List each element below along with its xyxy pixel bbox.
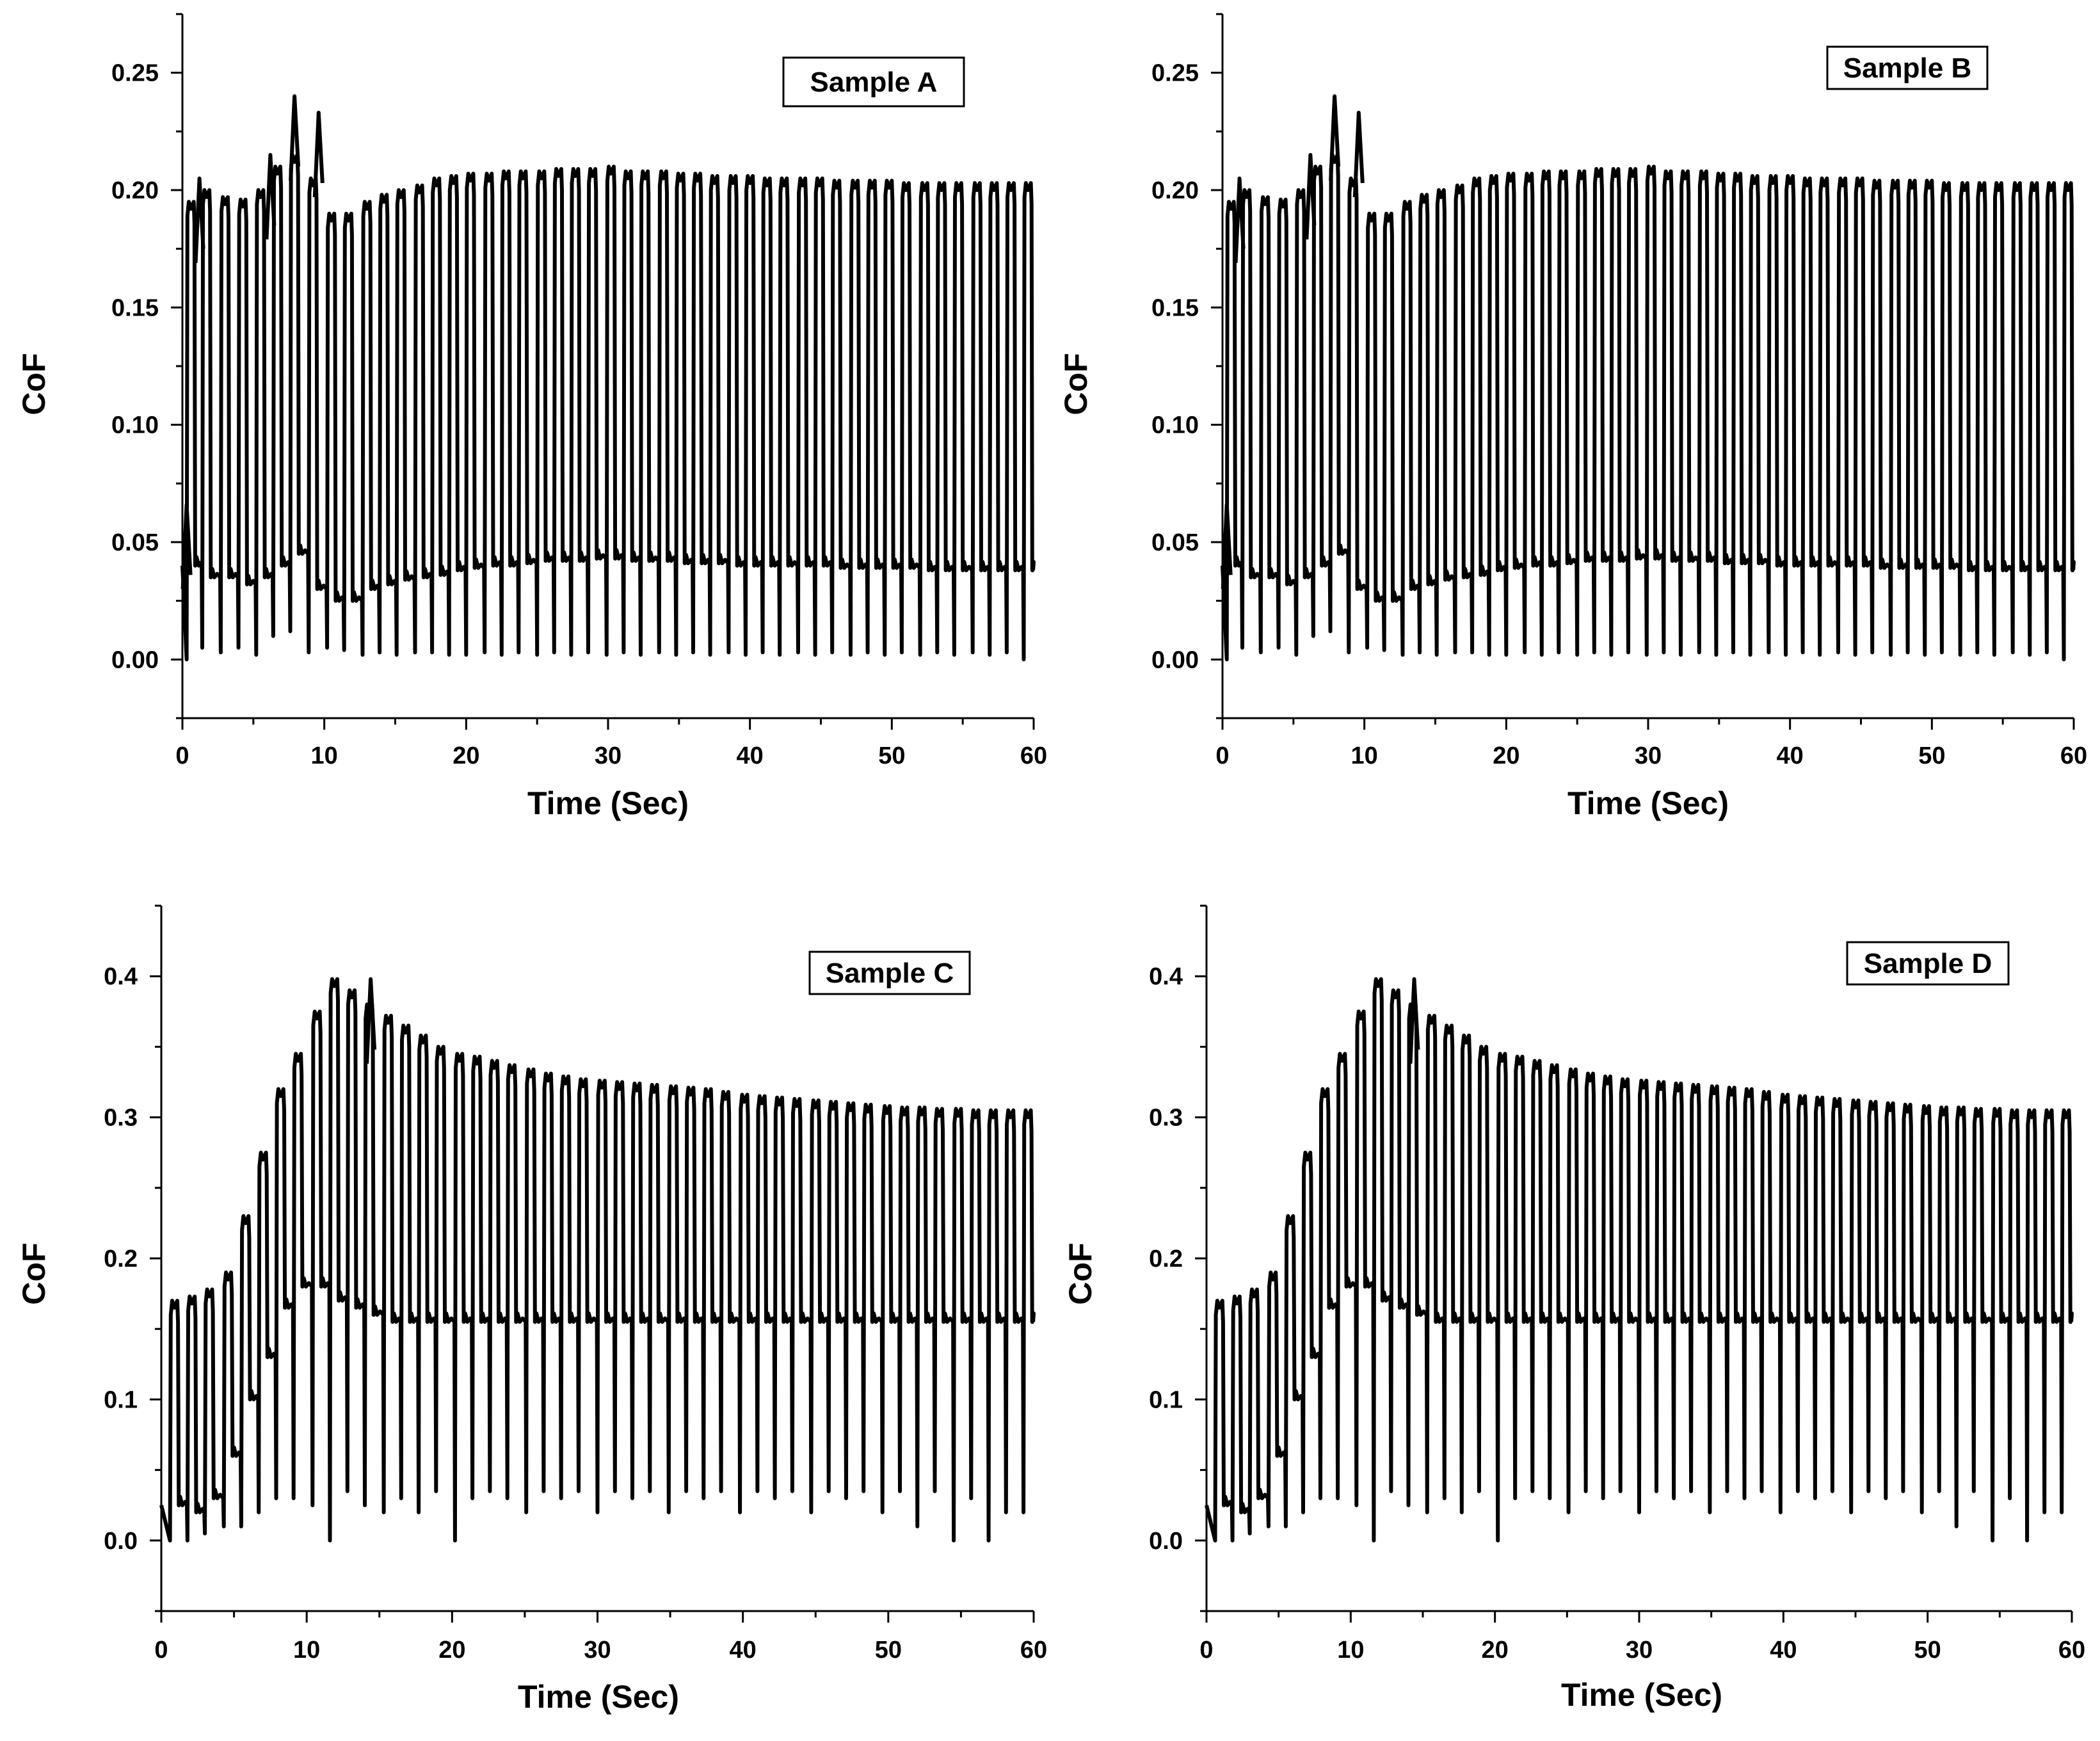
y-axis-title: CoF <box>1062 1242 1098 1304</box>
x-tick-label: 10 <box>1351 742 1378 769</box>
cof-series-line <box>1205 977 2074 1543</box>
x-axis-title: Time (Sec) <box>1561 1677 1722 1713</box>
x-tick-label: 50 <box>1914 1637 1941 1664</box>
x-axis-title: Time (Sec) <box>518 1679 679 1715</box>
chart-panel-2: 0.00 0.05 0.10 0.15 0.20 0.25 0 10 20 30 40 50 60 Tim… <box>1058 13 2087 821</box>
y-tick-label: 0.0 <box>1149 1528 1183 1555</box>
cof-peak-spike <box>365 977 377 1064</box>
y-tick-label: 0.15 <box>111 294 159 321</box>
x-tick-label: 60 <box>1020 1637 1047 1664</box>
cof-peak-spike <box>1221 502 1233 590</box>
x-tick-label: 60 <box>1020 742 1047 769</box>
x-axis-title: Time (Sec) <box>1567 785 1729 821</box>
x-tick-label: 30 <box>1626 1637 1653 1664</box>
y-axis-title: CoF <box>16 1242 52 1304</box>
y-tick-label: 0.2 <box>104 1246 138 1272</box>
x-tick-label: 50 <box>1918 742 1945 769</box>
x-axis-title: Time (Sec) <box>527 785 689 821</box>
legend-label: Sample A <box>810 67 938 98</box>
x-tick-label: 40 <box>730 1637 757 1664</box>
legend-box <box>1826 45 1989 90</box>
chart-panel-4: 0.0 0.1 0.2 0.3 0.4 0 10 20 30 40 50 60 Time (Sec) Co… <box>1062 904 2085 1713</box>
y-tick-label: 0.0 <box>104 1528 138 1555</box>
x-tick-label: 20 <box>453 742 479 769</box>
y-tick-label: 0.20 <box>1151 177 1199 204</box>
y-tick-label: 0.00 <box>111 646 159 673</box>
cof-peak-spike <box>312 111 325 198</box>
cof-peak-spike <box>193 176 205 263</box>
y-tick-label: 0.1 <box>104 1386 138 1413</box>
chart-panel-1: 0.00 0.05 0.10 0.15 0.20 0.25 0 10 20 30 40 50 60 Tim… <box>16 13 1047 821</box>
legend-label: Sample D <box>1864 948 1992 979</box>
legend-box <box>808 951 971 995</box>
x-tick-label: 50 <box>875 1637 902 1664</box>
cof-peak-spike <box>1408 977 1420 1064</box>
x-tick-label: 60 <box>2060 742 2087 769</box>
cof-peak-spike <box>1329 94 1341 181</box>
chart-panel-3: 0.0 0.1 0.2 0.3 0.4 0 10 20 30 40 50 60 Time (Sec) Co… <box>16 904 1047 1715</box>
x-tick-label: 20 <box>1493 742 1519 769</box>
y-tick-label: 0.3 <box>104 1105 138 1132</box>
cof-peak-spike <box>1352 111 1365 198</box>
legend-box <box>1846 941 2010 986</box>
cof-series-line <box>180 153 1036 662</box>
x-tick-label: 0 <box>1199 1637 1213 1664</box>
y-tick-label: 0.05 <box>1151 529 1199 556</box>
x-tick-label: 40 <box>1770 1637 1797 1664</box>
legend-label: Sample B <box>1843 52 1972 84</box>
cof-peak-spike <box>264 153 277 240</box>
x-tick-label: 30 <box>1635 742 1662 769</box>
y-tick-label: 0.3 <box>1149 1105 1183 1132</box>
y-axis-title: CoF <box>16 353 52 415</box>
cof-peak-spike <box>289 94 301 181</box>
y-tick-label: 0.00 <box>1151 646 1199 673</box>
x-tick-label: 60 <box>2058 1637 2085 1664</box>
y-tick-label: 0.1 <box>1149 1386 1183 1413</box>
x-tick-label: 10 <box>311 742 338 769</box>
y-tick-label: 0.20 <box>111 177 159 204</box>
cof-series-line <box>1221 153 2076 662</box>
x-tick-label: 20 <box>1482 1637 1509 1664</box>
legend-box <box>782 56 965 108</box>
x-tick-label: 40 <box>737 742 764 769</box>
y-tick-label: 0.4 <box>104 963 138 990</box>
y-axis-title: CoF <box>1058 353 1094 415</box>
cof-series-line <box>159 977 1036 1543</box>
y-tick-label: 0.05 <box>111 529 159 556</box>
x-tick-label: 0 <box>175 742 189 769</box>
x-tick-label: 0 <box>154 1637 168 1664</box>
x-tick-label: 10 <box>1337 1637 1364 1664</box>
x-tick-label: 30 <box>584 1637 611 1664</box>
x-tick-label: 20 <box>438 1637 465 1664</box>
y-tick-label: 0.25 <box>1151 60 1199 87</box>
cof-peak-spike <box>1304 153 1317 240</box>
x-tick-label: 30 <box>595 742 621 769</box>
x-tick-label: 0 <box>1215 742 1229 769</box>
x-tick-label: 40 <box>1777 742 1804 769</box>
y-tick-label: 0.4 <box>1149 963 1183 990</box>
cof-peak-spike <box>1233 176 1246 263</box>
y-tick-label: 0.10 <box>1151 412 1199 439</box>
y-tick-label: 0.15 <box>1151 294 1199 321</box>
legend-label: Sample C <box>826 958 954 989</box>
x-tick-label: 10 <box>293 1637 320 1664</box>
y-tick-label: 0.25 <box>111 60 159 87</box>
y-tick-label: 0.2 <box>1149 1246 1183 1272</box>
x-tick-label: 50 <box>878 742 905 769</box>
y-tick-label: 0.10 <box>111 412 159 439</box>
cof-peak-spike <box>180 502 193 590</box>
